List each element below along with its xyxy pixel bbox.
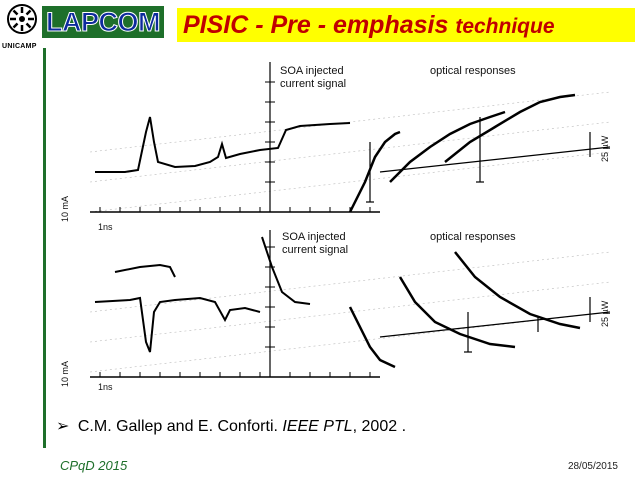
top-optical-response-3: [444, 93, 576, 163]
footer-date: 28/05/2015: [567, 461, 618, 472]
bottom-scale-power: 25 µW: [600, 300, 610, 327]
slide-title-suffix: technique: [455, 15, 555, 38]
unicamp-logo-text: UNICAMP: [2, 43, 37, 50]
top-scale-time: 1ns: [98, 222, 113, 232]
top-label-injected-1: SOA injected: [280, 65, 344, 77]
bottom-current-signal-3: [261, 236, 311, 305]
unicamp-logo-icon: [7, 4, 37, 34]
bottom-current-signal: [94, 296, 261, 353]
bottom-label-optical: optical responses: [430, 231, 516, 243]
footer-event: CPqD 2015: [60, 458, 128, 473]
bullet-arrow-icon: ➢: [56, 418, 70, 435]
bottom-scale-time: 1ns: [98, 382, 113, 392]
bottom-panel: SOA injected current signal optical resp…: [60, 230, 611, 392]
top-optical-response-1: [348, 130, 401, 213]
top-optical-response-2: [389, 110, 506, 183]
slide-title-main: PISIC - Pre - emphasis: [183, 11, 449, 39]
top-panel: SOA injected current signal optical resp…: [60, 62, 611, 232]
measurement-figure: SOA injected current signal optical resp…: [50, 62, 615, 392]
reference-journal: IEEE PTL: [282, 418, 353, 435]
reference-authors: C.M. Gallep and E. Conforti.: [77, 418, 283, 435]
bottom-current-signal-2: [114, 263, 176, 278]
bottom-optical-response-2: [398, 276, 516, 349]
top-label-injected-2: current signal: [280, 78, 346, 90]
bottom-scale-current: 10 mA: [60, 361, 70, 387]
bottom-label-injected-1: SOA injected: [282, 231, 346, 243]
top-current-signal: [95, 116, 351, 173]
lapcom-logo: LAPCOM: [42, 6, 164, 38]
top-scale-current: 10 mA: [60, 196, 70, 222]
reference-year: , 2002 .: [352, 418, 407, 435]
bottom-label-injected-2: current signal: [282, 244, 348, 256]
top-label-optical: optical responses: [430, 65, 516, 77]
slide-title: PISIC - Pre - emphasis technique: [177, 8, 635, 42]
slide-header: UNICAMP LAPCOM PISIC - Pre - emphasis te…: [0, 0, 638, 50]
pre-emphasis-waveforms: SOA injected current signal optical resp…: [60, 62, 611, 392]
top-scale-power: 25 µW: [600, 135, 610, 162]
bottom-optical-response-3: [454, 251, 581, 330]
left-accent-bar: [43, 48, 46, 448]
reference-citation: ➢ C.M. Gallep and E. Conforti. IEEE PTL,…: [56, 416, 406, 436]
bottom-optical-response-1: [348, 306, 396, 369]
